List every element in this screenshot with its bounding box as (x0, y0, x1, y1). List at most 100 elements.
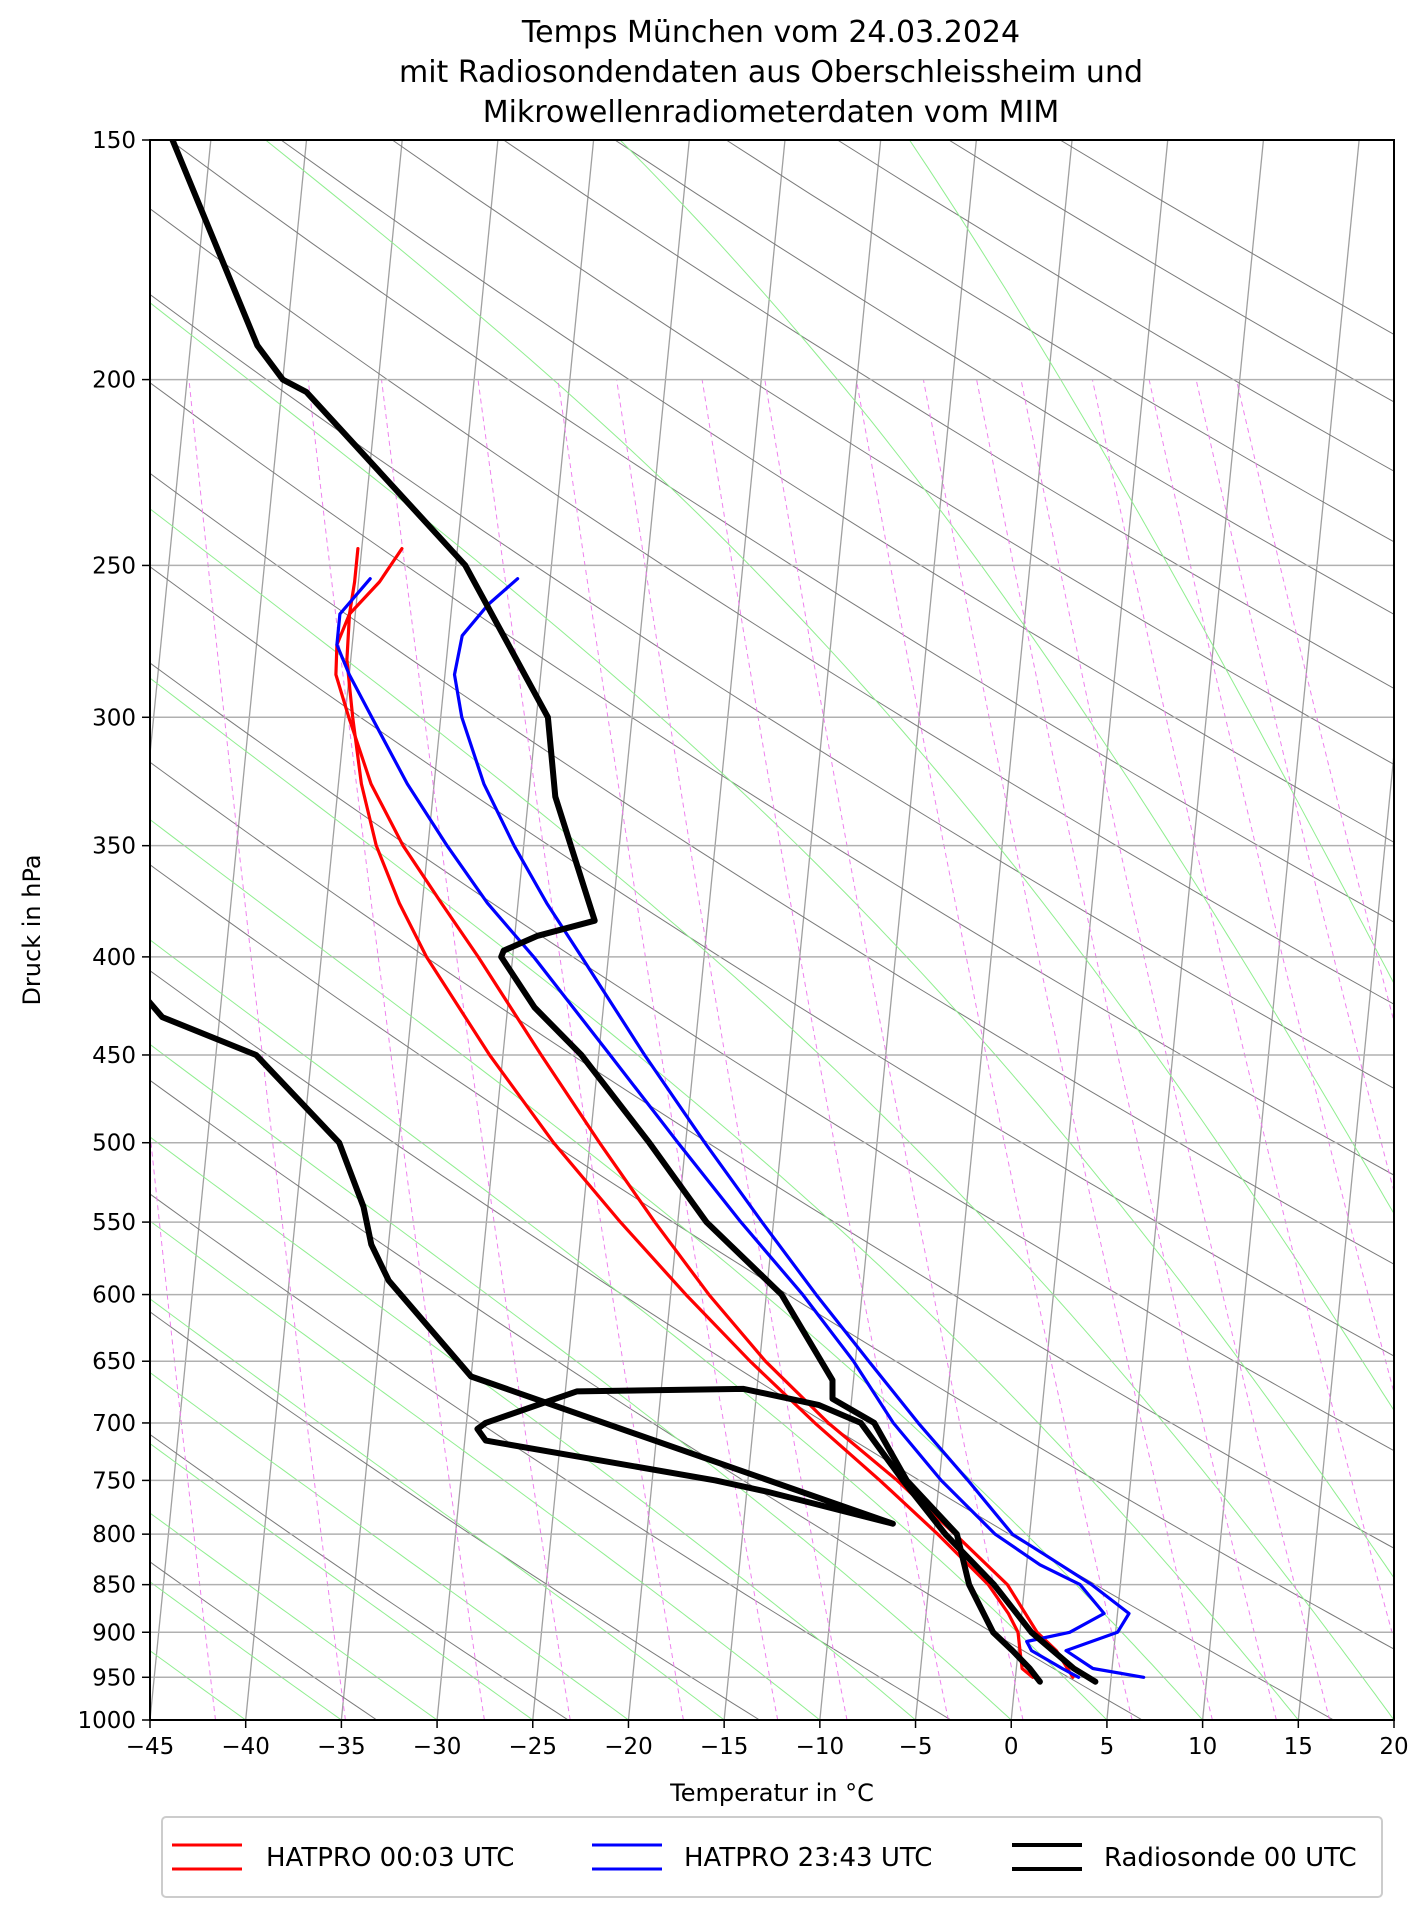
isotherm-line (150, 140, 308, 1720)
moist-adiabat-line (150, 302, 1394, 1579)
x-axis-ticks: −45 −40 −35 −30 −25 −20 −15 −10 −5 0 5 10 15 20 (126, 1720, 1409, 1760)
moist-adiabat-line (150, 1371, 629, 1720)
dry-adiabat-line (150, 1079, 1143, 1720)
isotherm-line (1106, 140, 1265, 1720)
moist-adiabat-line (909, 140, 1394, 985)
y-tick-label: 550 (92, 1210, 136, 1236)
moist-adiabat-line (150, 1581, 342, 1720)
x-tick-label: 15 (1284, 1734, 1313, 1760)
moist-adiabat-line (150, 1298, 725, 1720)
series-line-2-temperature (335, 577, 1106, 1679)
moist-adiabat-line (150, 1043, 1012, 1720)
dry-adiabat-line (280, 140, 1394, 843)
mixing-ratio-line (381, 379, 571, 1720)
y-tick-label: 900 (92, 1620, 136, 1646)
mixing-ratio-line (307, 379, 485, 1720)
dry-adiabat-line (150, 662, 1394, 1452)
legend-label: HATPRO 23:43 UTC (684, 1843, 932, 1873)
chart-title-line-1: Temps München vom 24.03.2024 (521, 15, 1020, 50)
y-axis-ticks: 1000 950 900 850 800 750 700 650 600 550 500 450 400… (77, 128, 150, 1734)
y-tick-label: 600 (92, 1283, 136, 1309)
isotherm-line (1297, 747, 1394, 1720)
y-tick-label: 850 (92, 1573, 136, 1599)
mixing-ratio-line (976, 379, 1277, 1720)
isotherm-line (627, 140, 786, 1720)
moist-adiabat-line (150, 1136, 916, 1720)
dry-adiabat-line (150, 970, 1334, 1720)
x-tick-label: −15 (700, 1734, 749, 1760)
dry-adiabat-line (392, 140, 1394, 765)
moist-adiabat-line (150, 508, 1394, 1720)
mixing-ratio-line (477, 379, 684, 1720)
moist-adiabat-line (150, 1512, 438, 1720)
x-tick-label: −45 (126, 1734, 175, 1760)
x-tick-label: −35 (317, 1734, 366, 1760)
y-tick-label: 300 (92, 705, 136, 731)
dry-adiabat-line (150, 1311, 760, 1720)
isotherm-line (819, 140, 978, 1720)
dry-adiabat-line (150, 1561, 378, 1720)
x-tick-label: −30 (413, 1734, 462, 1760)
mixing-ratio-line (1195, 379, 1394, 1194)
y-tick-label: 350 (92, 834, 136, 860)
x-tick-label: 0 (1004, 1734, 1019, 1760)
y-tick-label: 750 (92, 1468, 136, 1494)
series-line-1-dewpoint (334, 547, 1075, 1679)
dry-adiabat-line (150, 1433, 569, 1720)
isotherm-line (340, 140, 499, 1720)
dry-adiabat-line (150, 472, 1394, 1265)
y-tick-label: 250 (92, 553, 136, 579)
y-tick-label: 950 (92, 1665, 136, 1691)
legend-box (161, 1816, 1383, 1898)
mixing-ratio-line (188, 379, 346, 1720)
legend-label: Radiosonde 00 UTC (1104, 1843, 1357, 1873)
plot-frame (149, 139, 1395, 1721)
isotherm-line (436, 140, 595, 1720)
dry-adiabat-line (150, 566, 1394, 1357)
dry-adiabat-line (150, 382, 1394, 1176)
y-tick-label: 450 (92, 1043, 136, 1069)
x-tick-label: 10 (1188, 1734, 1217, 1760)
moist-adiabat-line (150, 818, 1203, 1720)
sounding-series (150, 140, 1146, 1685)
dry-adiabat-line (150, 864, 1394, 1650)
isotherm-line (723, 140, 882, 1720)
series-line-3-dewpoint (452, 577, 1146, 1679)
series-line-4-temperature (169, 140, 1043, 1685)
isotherm-line (1201, 140, 1360, 1720)
series-line-5-dewpoint (150, 998, 1099, 1685)
moist-adiabat-line (150, 1220, 821, 1720)
dry-adiabat-line (169, 140, 1394, 923)
mixing-ratio-line (1235, 379, 1394, 1024)
moist-adiabat-line (265, 140, 1394, 1412)
chart-title: Temps München vom 24.03.2024 mit Radioso… (399, 15, 1143, 130)
isotherm-line (150, 140, 212, 761)
x-tick-label: −10 (796, 1734, 845, 1760)
isotherm-line (914, 140, 1073, 1720)
legend-item-hatpro-2343: HATPRO 23:43 UTC (592, 1843, 932, 1873)
y-tick-label: 1000 (77, 1708, 136, 1734)
moist-adiabat-line (150, 1442, 534, 1720)
y-tick-label: 500 (92, 1131, 136, 1157)
isotherm-line (1010, 140, 1169, 1720)
legend-label: HATPRO 00:03 UTC (266, 1843, 514, 1873)
y-tick-label: 700 (92, 1411, 136, 1437)
y-tick-label: 400 (92, 945, 136, 971)
dry-adiabat-line (150, 761, 1394, 1549)
mixing-ratio-line (922, 379, 1213, 1720)
moist-adiabat-line (619, 140, 1394, 1215)
series-line-0-temperature (345, 547, 1035, 1679)
isotherm-line (532, 140, 690, 1720)
y-tick-label: 800 (92, 1522, 136, 1548)
chart-title-line-3: Mikrowellenradiometerdaten vom MIM (483, 95, 1060, 130)
legend-item-radiosonde: Radiosonde 00 UTC (1012, 1843, 1357, 1873)
moist-adiabat-line (150, 677, 1299, 1720)
legend: HATPRO 00:03 UTC HATPRO 23:43 UTC Radios… (161, 1816, 1383, 1898)
dry-adiabat-line (150, 208, 1394, 1005)
x-tick-label: −5 (899, 1734, 933, 1760)
x-tick-label: −20 (604, 1734, 653, 1760)
dry-adiabat-line (150, 1193, 952, 1720)
legend-item-hatpro-0003: HATPRO 00:03 UTC (172, 1843, 514, 1873)
chart-title-line-2: mit Radiosondendaten aus Oberschleisshei… (399, 55, 1143, 90)
